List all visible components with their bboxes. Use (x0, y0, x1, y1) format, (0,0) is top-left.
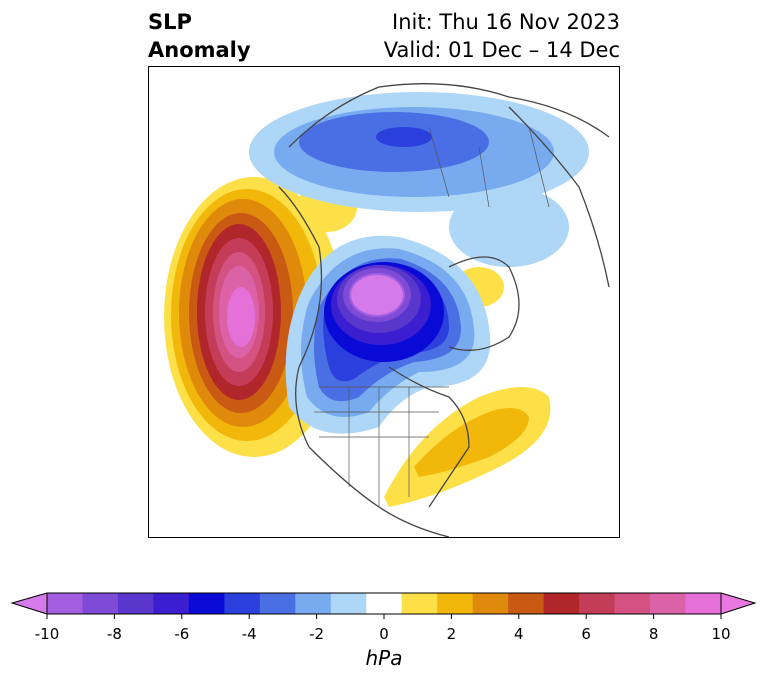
init-date: Init: Thu 16 Nov 2023 (392, 10, 620, 34)
colorbar-tick-label: -4 (241, 625, 257, 643)
map-canvas (164, 83, 610, 537)
colorbar-tick-label: 4 (514, 625, 524, 643)
colorbar-cell (437, 593, 474, 614)
colorbar-tick-label: -6 (174, 625, 190, 643)
title-variable-line2: Anomaly (148, 38, 251, 62)
colorbar-cell (366, 593, 403, 614)
colorbar-cell (117, 593, 154, 614)
pacific-high-anomaly (164, 177, 357, 457)
colorbar (10, 592, 757, 619)
colorbar-cell (650, 593, 687, 614)
colorbar-cell (401, 593, 438, 614)
colorbar-cell (82, 593, 119, 614)
colorbar-tick-label: -10 (34, 625, 60, 643)
colorbar-extend-high (721, 593, 755, 614)
colorbar-cell (188, 593, 225, 614)
colorbar-cell (295, 593, 332, 614)
colorbar-cell (259, 593, 296, 614)
atlantic-high-anomaly (384, 387, 551, 507)
colorbar-cell (579, 593, 616, 614)
title-variable-line1: SLP (148, 10, 192, 34)
colorbar-cell (472, 593, 509, 614)
colorbar-tick-label: 0 (379, 625, 389, 643)
colorbar-extend-low (12, 593, 47, 614)
eurasian-low-anomaly (249, 92, 589, 267)
map-dates: Init: Thu 16 Nov 2023 Valid: 01 Dec – 14… (384, 8, 620, 64)
colorbar-tick-label: 6 (581, 625, 591, 643)
colorbar-tick-label: -8 (106, 625, 122, 643)
colorbar-cell (614, 593, 651, 614)
colorbar-unit-label: hPa (365, 646, 403, 670)
colorbar-tick-label: 2 (446, 625, 457, 643)
colorbar-tick-label: 8 (648, 625, 659, 643)
colorbar-cell (330, 593, 367, 614)
colorbar-tick-label: -2 (309, 625, 325, 643)
arctic-low-anomaly (285, 235, 491, 434)
colorbar-cell (47, 593, 83, 614)
map-title: SLP Anomaly (148, 8, 251, 64)
colorbar-cell (508, 593, 545, 614)
borders (314, 126, 550, 507)
colorbar-cell (543, 593, 580, 614)
colorbar-tick-label: 10 (711, 625, 731, 643)
colorbar-cell (224, 593, 261, 614)
colorbar-cell (685, 593, 722, 614)
valid-date-range: Valid: 01 Dec – 14 Dec (383, 38, 620, 62)
slp-anomaly-map (148, 66, 620, 538)
colorbar-cell (153, 593, 190, 614)
